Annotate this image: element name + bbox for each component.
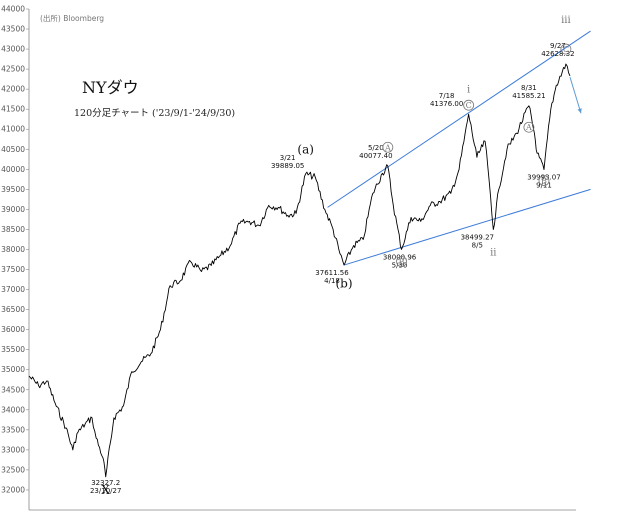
annotation-label: 7/18 [439, 92, 455, 100]
y-tick-label: 37500 [1, 265, 25, 274]
y-tick-label: 35500 [1, 345, 25, 354]
wave-label: B [399, 258, 405, 267]
y-tick-label: 44000 [1, 5, 25, 14]
arrow-head [577, 108, 582, 114]
y-tick-label: 32000 [1, 485, 25, 494]
annotation-label: 5/20 [368, 144, 384, 152]
y-tick-label: 43000 [1, 45, 25, 54]
wave-label: (b) [335, 277, 352, 291]
annotation-label: 4/18 [324, 277, 340, 285]
chart-title: NYダウ [82, 78, 139, 97]
arrow-shaft [569, 76, 582, 114]
trendline [327, 30, 591, 208]
y-tick-label: 42000 [1, 85, 25, 94]
y-tick-label: 34000 [1, 405, 25, 414]
source-label: (出所) Bloomberg [40, 13, 104, 23]
wave-circle [538, 175, 550, 186]
annotation-label: 8/31 [521, 84, 537, 92]
chart-subtitle: 120分足チャート ('23/9/1-'24/9/30) [74, 108, 235, 119]
y-tick-label: 34500 [1, 385, 25, 394]
annotation-label: 40077.40 [359, 152, 392, 160]
trendline [343, 188, 591, 266]
annotation-label: 8/5 [472, 241, 483, 249]
annotation-label: 9/27 [550, 42, 566, 50]
wave-label: iii [561, 15, 571, 26]
wave-circle [396, 256, 407, 267]
y-tick-label: 41500 [1, 105, 25, 114]
annotation-label: 41585.21 [512, 92, 545, 100]
wave-label: A [384, 143, 391, 152]
annotation-label: 38499.27 [461, 233, 494, 241]
annotation-label: 39889.05 [271, 162, 304, 170]
annotation-label: 41376.00 [430, 100, 463, 108]
annotation-label: 5/30 [392, 261, 408, 269]
forecast-arrow [569, 76, 582, 114]
y-tick-label: 40000 [1, 165, 25, 174]
trendlines [327, 30, 591, 266]
y-tick-label: 41000 [1, 125, 25, 134]
y-axis: 32000 32500 33000 33500 34000 34500 35000 35500… [1, 5, 576, 511]
y-tick-label: 38500 [1, 225, 25, 234]
wave-label: C [563, 45, 569, 54]
wave-circle [382, 141, 394, 153]
annotation-label: 23/10/27 [90, 487, 121, 495]
y-tick-label: 40500 [1, 145, 25, 154]
y-tick-label: 33500 [1, 425, 25, 434]
y-tick-label: 36500 [1, 305, 25, 314]
y-tick-label: 35000 [1, 365, 25, 374]
y-tick-label: 37000 [1, 285, 25, 294]
y-tick-label: 38000 [1, 245, 25, 254]
annotation-label: 38000.96 [383, 253, 417, 261]
wave-label: B [541, 177, 547, 186]
annotation-label: 37611.56 [315, 269, 349, 277]
wave-label: ii [490, 247, 496, 258]
y-tick-label: 36000 [1, 325, 25, 334]
wave-label: A [525, 123, 532, 132]
wave-label: i [467, 84, 470, 95]
annotation-label: 32327.2 [91, 479, 120, 487]
wave-label: C [466, 101, 472, 110]
y-tick-label: 42500 [1, 65, 25, 74]
y-tick-label: 33000 [1, 445, 25, 454]
wave-label: X [101, 483, 110, 497]
annotation-label: 39993.07 [527, 174, 560, 182]
y-tick-label: 32500 [1, 465, 25, 474]
wave-circle [560, 43, 572, 55]
annotation-label: 42628.32 [541, 50, 574, 58]
wave-circle [523, 121, 535, 133]
price-line [28, 63, 571, 478]
y-tick-label: 39000 [1, 205, 25, 214]
wave-circle [463, 99, 475, 111]
y-tick-label: 43500 [1, 25, 25, 34]
y-tick-label: 39500 [1, 185, 25, 194]
annotation-label: 3/21 [280, 154, 296, 162]
wave-label: (a) [297, 142, 314, 156]
